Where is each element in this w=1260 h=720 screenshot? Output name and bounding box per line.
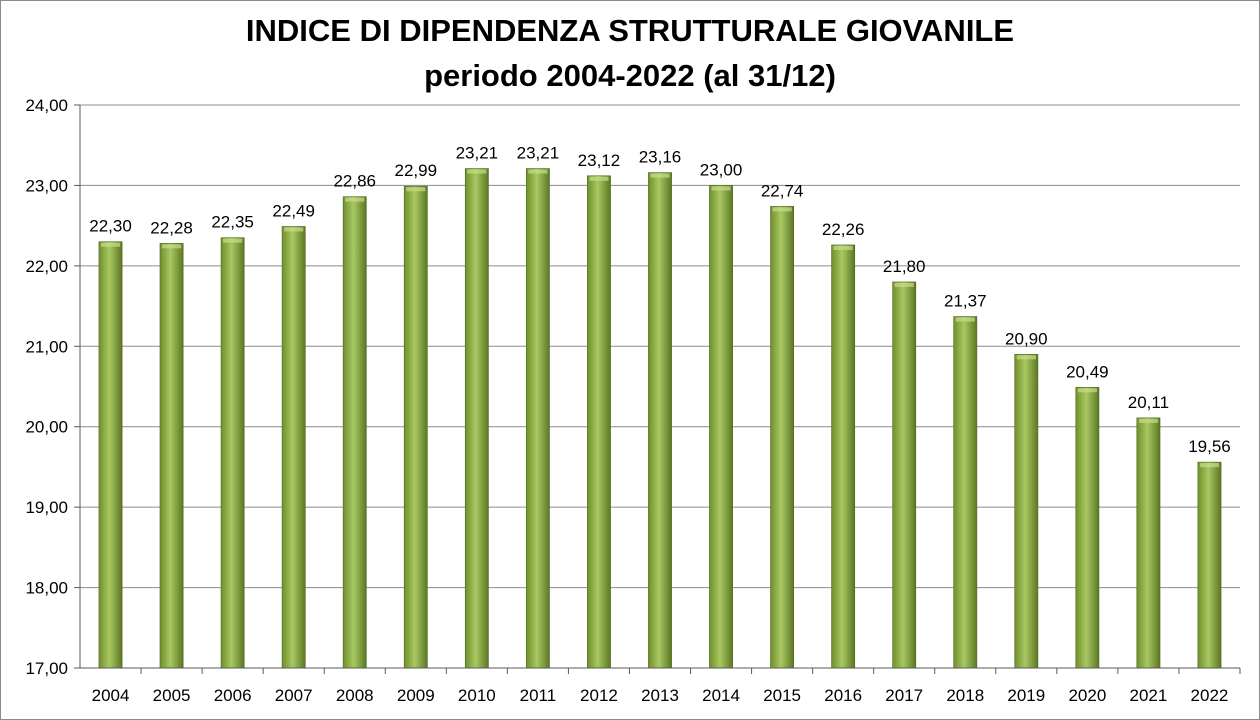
bar-layer (98, 168, 1222, 669)
bar-2018 (953, 316, 978, 669)
bar-highlight (223, 238, 243, 243)
x-tick-label-2013: 2013 (641, 686, 679, 705)
bar-2022 (1197, 461, 1222, 669)
bar-2007 (281, 226, 306, 669)
bar-highlight (406, 187, 426, 192)
bar-2006 (220, 237, 245, 669)
axis-layer: 17,00 18,00 19,00 20,00 21,00 22,00 23,00 24,00… (25, 96, 1241, 705)
x-tick-label-2016: 2016 (824, 686, 862, 705)
x-tick-label-2011: 2011 (520, 686, 557, 705)
data-label-2005: 22,28 (150, 218, 193, 237)
x-tick-label-2015: 2015 (763, 686, 801, 705)
bar-2008 (342, 196, 367, 669)
data-label-2021: 20,11 (1128, 393, 1169, 412)
data-label-2014: 23,00 (700, 160, 743, 179)
bar-highlight (650, 173, 670, 178)
bar-2016 (831, 244, 856, 669)
data-label-2017: 21,80 (883, 257, 926, 276)
bar-highlight (1016, 355, 1036, 360)
bar-highlight (161, 244, 182, 249)
bar-2014 (709, 185, 733, 669)
bar-highlight (467, 169, 487, 174)
bar-2017 (892, 281, 917, 669)
bar-highlight (589, 176, 609, 181)
bar-2021 (1136, 417, 1161, 669)
x-tick-label-2007: 2007 (275, 686, 313, 705)
data-label-2012: 23,12 (578, 151, 621, 170)
chart-title: INDICE DI DIPENDENZA STRUTTURALE GIOVANI… (0, 8, 1260, 98)
x-tick-label-2006: 2006 (214, 686, 252, 705)
bar-highlight (711, 186, 731, 191)
y-tick-label: 20,00 (25, 418, 68, 437)
y-tick-label: 19,00 (25, 498, 68, 517)
x-tick-label-2012: 2012 (580, 686, 618, 705)
data-label-2018: 21,37 (944, 292, 987, 311)
x-tick-label-2020: 2020 (1068, 686, 1106, 705)
label-layer: 22,30 22,28 22,35 22,49 22,86 22,99 23,21 23,21… (89, 144, 1230, 457)
y-tick-label: 23,00 (25, 176, 68, 195)
bar-2012 (587, 175, 611, 669)
bar-highlight (284, 227, 304, 232)
x-tick-label-2008: 2008 (336, 686, 374, 705)
bar-2013 (648, 172, 672, 669)
data-label-2010: 23,21 (456, 144, 499, 163)
data-label-2022: 19,56 (1188, 437, 1231, 456)
x-tick-label-2014: 2014 (702, 686, 740, 705)
bar-2004 (98, 241, 123, 669)
data-label-2007: 22,49 (272, 201, 315, 220)
bar-2010 (464, 168, 489, 669)
data-label-2006: 22,35 (211, 213, 254, 232)
bar-2015 (770, 206, 795, 669)
bar-highlight (894, 282, 914, 287)
bar-2011 (525, 168, 550, 669)
x-tick-label-2017: 2017 (885, 686, 923, 705)
x-tick-label-2010: 2010 (458, 686, 496, 705)
x-tick-label-2022: 2022 (1191, 686, 1229, 705)
data-label-2013: 23,16 (639, 148, 682, 167)
bar-highlight (955, 317, 975, 322)
data-label-2009: 22,99 (395, 161, 438, 180)
chart-title-line2: periodo 2004-2022 (al 31/12) (424, 58, 836, 93)
y-tick-label: 22,00 (25, 257, 68, 276)
bar-highlight (100, 242, 121, 247)
x-tick-label-2004: 2004 (92, 686, 130, 705)
bar-highlight (528, 169, 548, 174)
y-tick-label: 21,00 (25, 337, 68, 356)
bar-highlight (1077, 388, 1097, 393)
x-tick-label-2005: 2005 (153, 686, 191, 705)
data-label-2015: 22,74 (761, 181, 804, 200)
y-tick-label: 24,00 (25, 96, 68, 115)
chart-title-line1: INDICE DI DIPENDENZA STRUTTURALE GIOVANI… (245, 13, 1015, 48)
bar-highlight (772, 207, 792, 212)
bar-highlight (345, 197, 365, 202)
x-tick-label-2018: 2018 (946, 686, 984, 705)
data-label-2011: 23,21 (517, 144, 560, 163)
x-tick-label-2021: 2021 (1130, 686, 1168, 705)
x-tick-label-2019: 2019 (1007, 686, 1045, 705)
y-tick-label: 18,00 (25, 579, 68, 598)
bar-highlight (833, 245, 853, 250)
bar-2019 (1014, 354, 1039, 669)
bar-2005 (159, 243, 184, 669)
data-label-2008: 22,86 (333, 172, 376, 191)
bar-highlight (1199, 463, 1220, 468)
bar-highlight (1138, 418, 1159, 423)
bar-2020 (1075, 387, 1100, 669)
bar-2009 (403, 185, 428, 669)
x-tick-label-2009: 2009 (397, 686, 435, 705)
data-label-2019: 20,90 (1005, 329, 1048, 348)
data-label-2020: 20,49 (1066, 362, 1109, 381)
y-tick-label: 17,00 (25, 659, 68, 678)
data-label-2004: 22,30 (89, 217, 132, 236)
data-label-2016: 22,26 (822, 220, 865, 239)
